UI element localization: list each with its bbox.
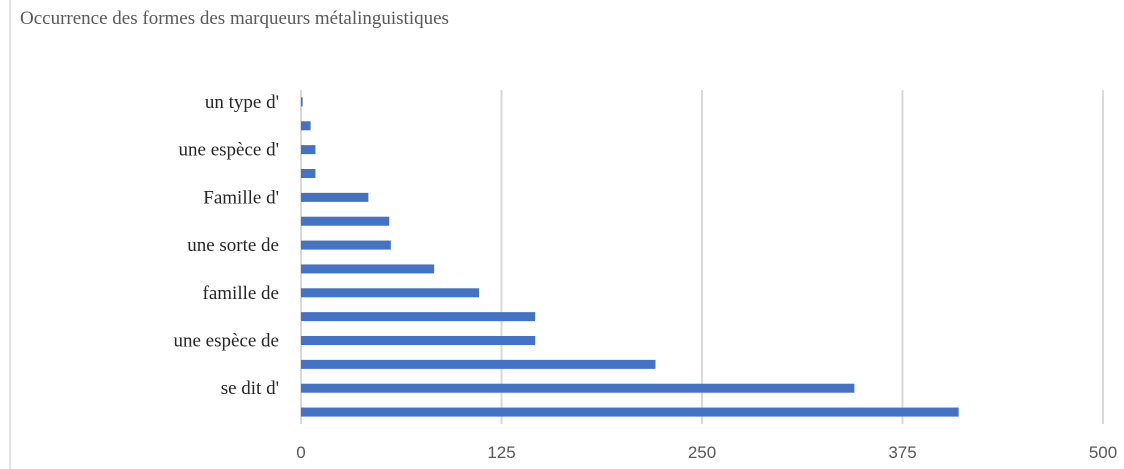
x-tick-label-0: 0 <box>296 443 305 462</box>
bar-10 <box>301 169 316 178</box>
bar-4 <box>301 312 536 322</box>
category-label-13: un type d' <box>205 92 279 113</box>
bar-9 <box>301 192 369 202</box>
category-label-1: se dit d' <box>221 378 279 399</box>
bar-3 <box>301 336 536 345</box>
x-tick-labels: 0 125 250 375 500 <box>296 443 1117 462</box>
category-label-3: une espèce de <box>174 331 280 352</box>
category-labels: se dit d' une espèce de famille de une sort… <box>174 92 280 399</box>
bar-13 <box>301 97 303 107</box>
x-tick-label-2: 250 <box>688 443 716 462</box>
bar-11 <box>301 145 316 155</box>
gridlines <box>300 90 1104 424</box>
bar-8 <box>301 216 390 226</box>
chart-title: Occurrence des formes des marqueurs méta… <box>20 8 449 29</box>
bar-0 <box>301 407 959 417</box>
bar-6 <box>301 264 435 274</box>
x-tick-label-1: 125 <box>487 443 515 462</box>
x-tick-label-3: 375 <box>888 443 916 462</box>
category-label-11: une espèce d' <box>179 140 279 161</box>
bar-12 <box>301 121 311 131</box>
category-label-5: famille de <box>203 283 280 304</box>
bar-7 <box>301 240 391 250</box>
x-tick-label-4: 500 <box>1089 443 1117 462</box>
bar-5 <box>301 288 480 298</box>
bar-1 <box>301 383 855 393</box>
category-label-7: une sorte de <box>187 235 279 256</box>
category-label-9: Famille d' <box>203 187 279 208</box>
bar-2 <box>301 359 656 369</box>
bars <box>301 97 959 417</box>
